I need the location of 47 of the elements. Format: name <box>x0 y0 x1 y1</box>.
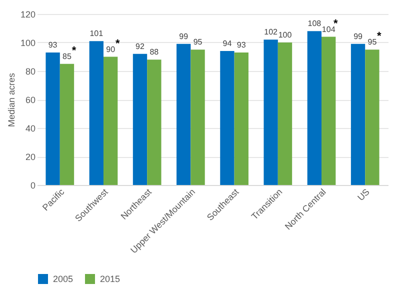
legend-label: 2005 <box>53 274 74 284</box>
bar <box>350 44 366 185</box>
bar <box>220 51 234 185</box>
data-label: 104 <box>322 24 336 34</box>
y-tick-label: 120 <box>20 10 36 20</box>
data-label: 93 <box>48 40 58 50</box>
bar <box>46 52 60 185</box>
y-tick-label: 20 <box>25 152 36 162</box>
data-label: 85 <box>62 52 72 61</box>
bar <box>176 44 191 185</box>
y-tick-label: 0 <box>30 180 36 190</box>
bar <box>322 36 336 185</box>
bar <box>234 52 248 185</box>
data-label: 99 <box>354 32 364 41</box>
bar <box>147 60 162 185</box>
bar <box>89 41 104 185</box>
bar <box>190 50 205 185</box>
y-tick-label: 80 <box>25 66 36 76</box>
data-label: 93 <box>236 40 246 50</box>
x-tick-label: US <box>356 186 372 203</box>
data-label: 108 <box>308 19 322 28</box>
data-label: 90 <box>106 44 116 54</box>
data-label: 88 <box>150 48 160 57</box>
legend-label: 2015 <box>100 274 120 284</box>
y-tick-label: 40 <box>25 124 36 134</box>
bar <box>132 54 148 185</box>
bar <box>365 50 380 185</box>
bar <box>103 56 118 185</box>
data-label: 92 <box>136 42 146 51</box>
data-label: 99 <box>179 32 189 41</box>
y-axis-title: Median acres <box>6 72 16 128</box>
data-label: 102 <box>264 28 278 37</box>
annotation: * <box>377 30 382 43</box>
annotation: * <box>72 44 77 57</box>
data-label: 100 <box>278 30 292 40</box>
bar <box>307 31 322 185</box>
y-tick-label: 100 <box>20 38 36 48</box>
y-tick-label: 60 <box>25 95 36 105</box>
bar <box>60 64 74 185</box>
data-label: 101 <box>90 29 104 38</box>
data-label: 94 <box>222 39 232 48</box>
data-label: 95 <box>193 38 203 47</box>
bar <box>264 40 278 185</box>
data-label: 95 <box>368 38 378 47</box>
annotation: * <box>333 18 338 30</box>
annotation: * <box>115 38 120 50</box>
bar <box>278 42 292 185</box>
